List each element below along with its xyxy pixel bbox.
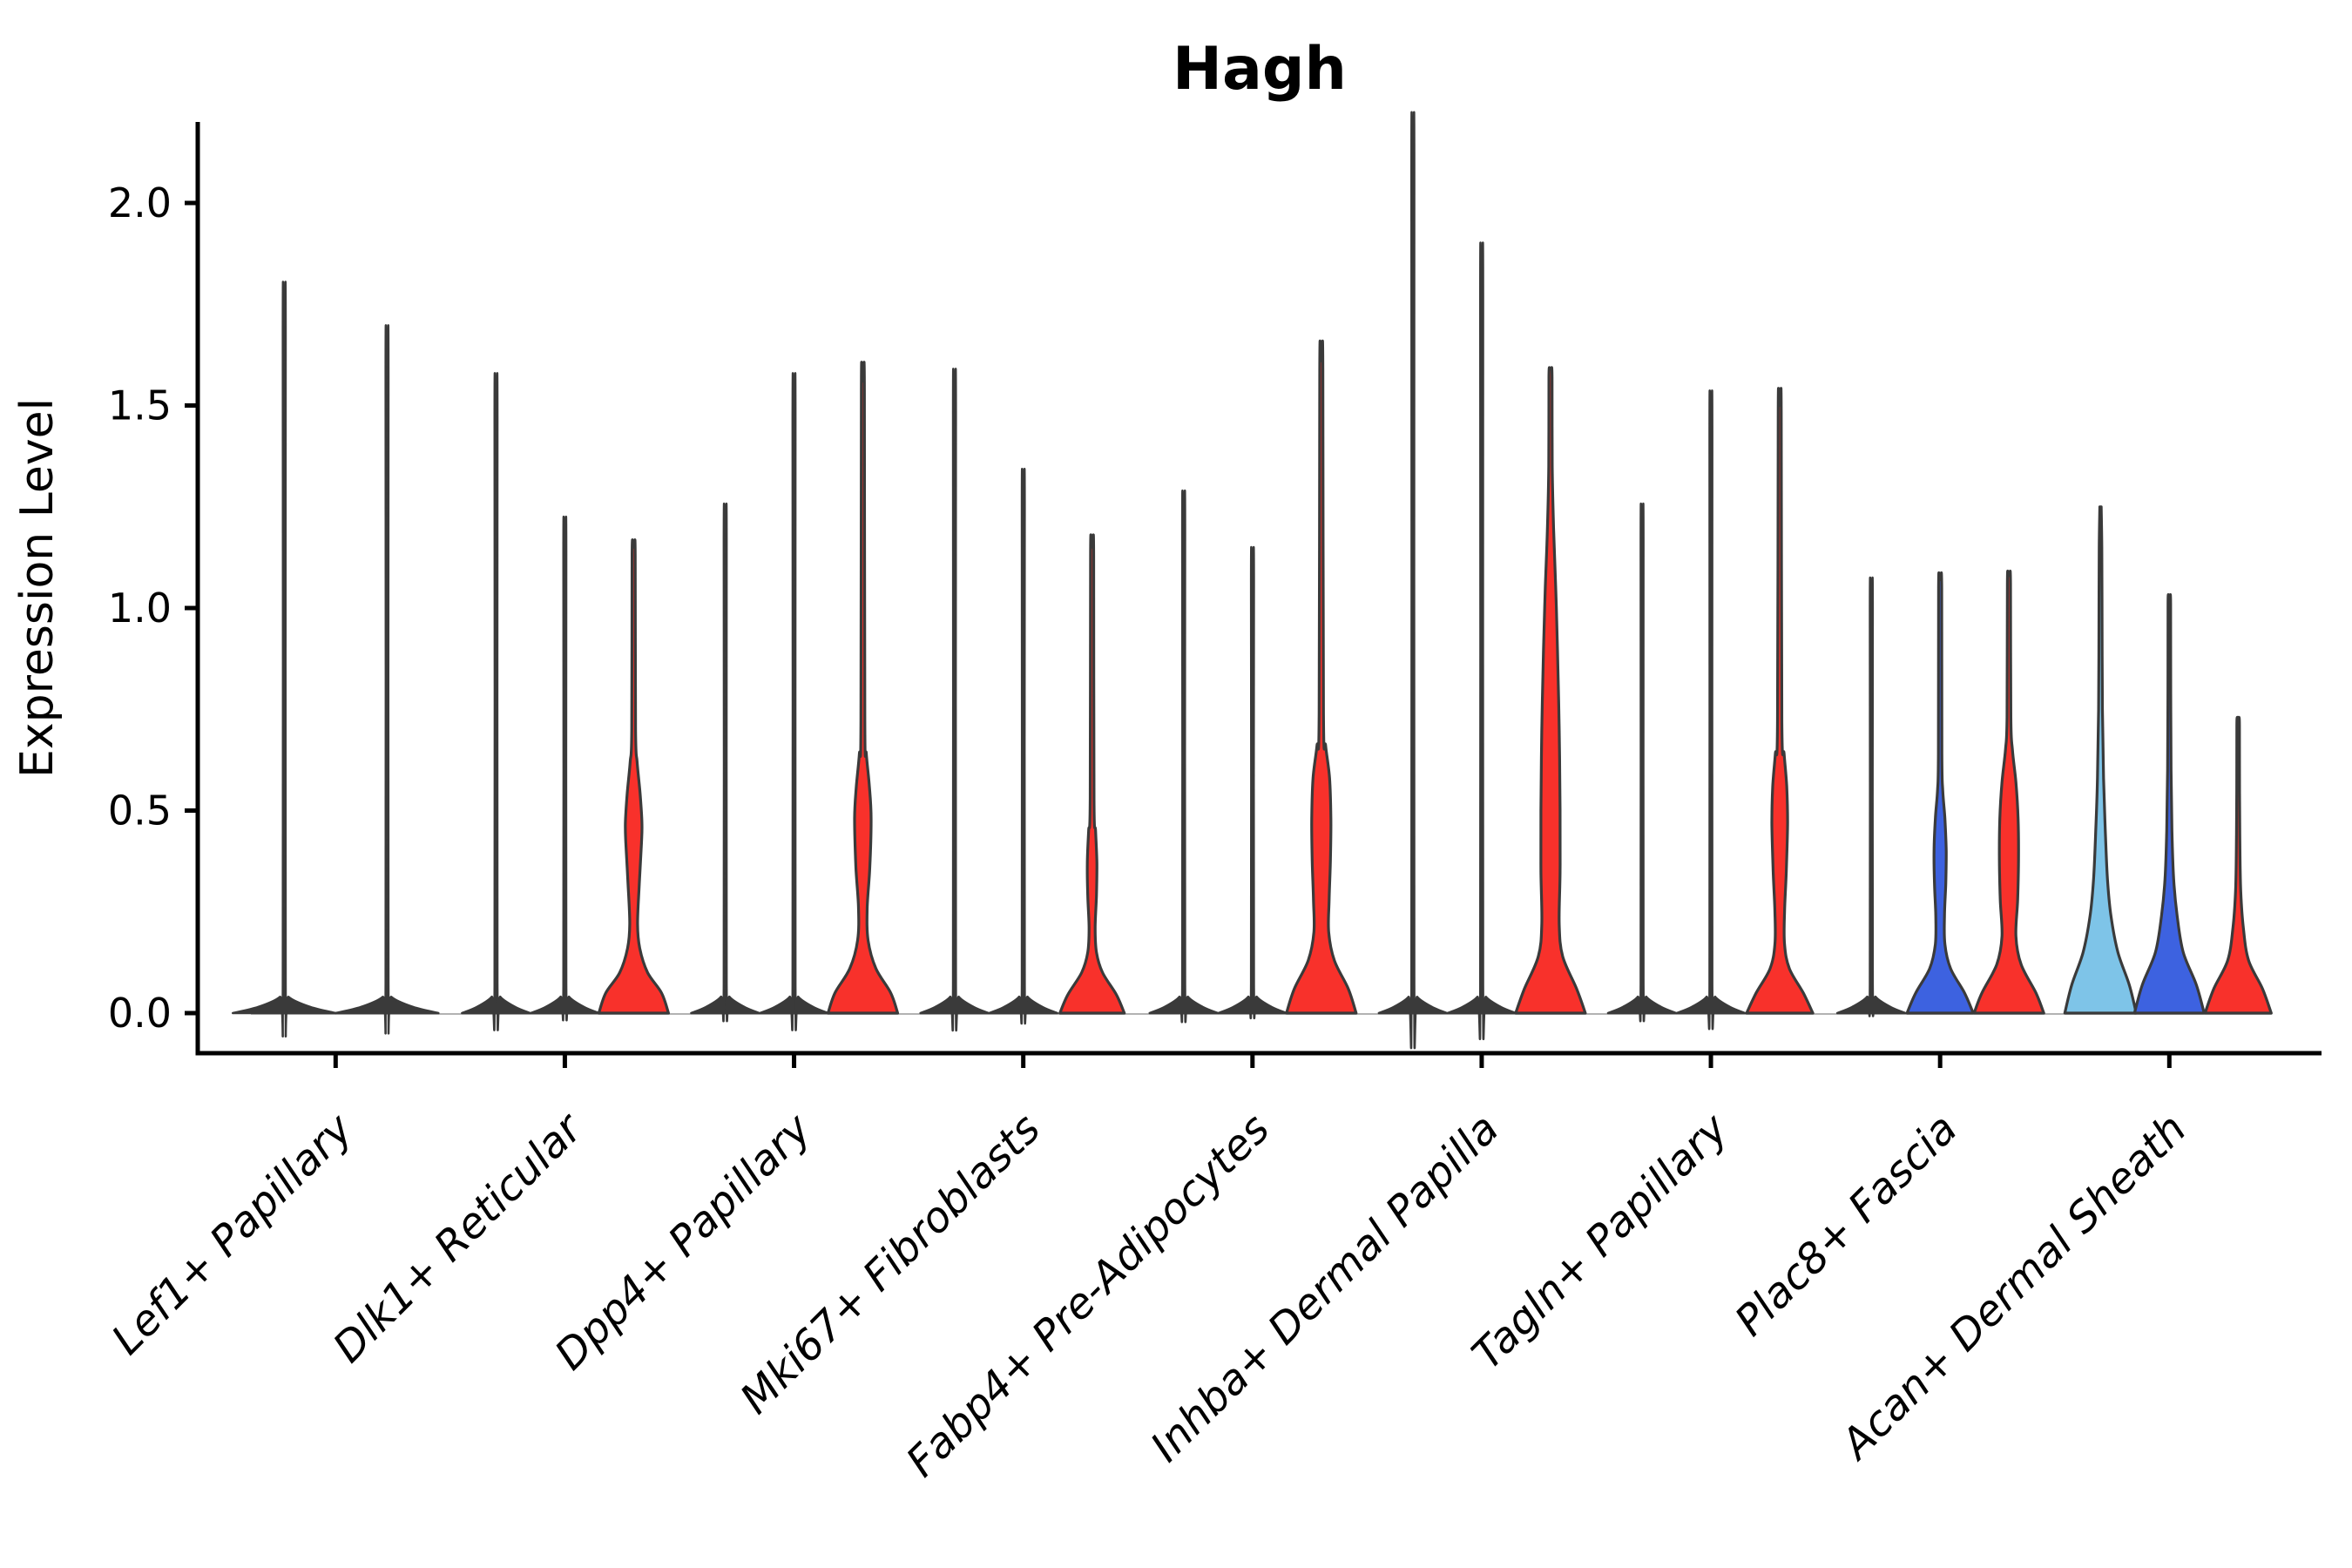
violin-acan-dermal-sheath-group3 <box>2203 715 2273 1015</box>
violin-plac8-fascia-group1 <box>1835 576 1907 1017</box>
y-tick-label: 0.0 <box>108 990 172 1037</box>
violin-tagln-papillary-group3 <box>1745 387 1815 1015</box>
violin-dlk1-reticular-group2 <box>530 516 600 1022</box>
x-tick-label-lef1-papillary: Lef1+ Papillary <box>103 1104 363 1364</box>
violin-acan-dermal-sheath-group1 <box>2063 505 2138 1015</box>
violin-mki67-fibroblasts-group2 <box>988 467 1058 1025</box>
x-tick-label-tagln-papillary: Tagln+ Papillary <box>1463 1104 1738 1379</box>
violin-inhba-dermal-papilla-group2 <box>1446 241 1517 1041</box>
violin-dlk1-reticular-group1 <box>461 372 531 1031</box>
x-tick-label-dpp4-papillary: Dpp4+ Papillary <box>545 1104 821 1379</box>
violins-layer <box>232 111 2273 1050</box>
violin-lef1-papillary-group1 <box>232 280 337 1037</box>
plot-title: Hagh <box>1173 35 1347 104</box>
y-tick-label: 2.0 <box>108 179 172 226</box>
y-tick-label: 0.5 <box>108 787 172 835</box>
violin-dpp4-papillary-group2 <box>759 372 829 1031</box>
violin-tagln-papillary-group2 <box>1675 389 1747 1031</box>
violin-acan-dermal-sheath-group2 <box>2132 592 2206 1015</box>
y-tick-label: 1.0 <box>108 585 172 632</box>
violin-plac8-fascia-group3 <box>1972 570 2045 1015</box>
violin-mki67-fibroblasts-group3 <box>1058 533 1126 1015</box>
violin-mki67-fibroblasts-group1 <box>919 368 990 1032</box>
violin-fabp4-pre-adipocytes-group2 <box>1217 545 1288 1020</box>
x-tick-label-fabp4-pre-adipocytes: Fabp4+ Pre-Adipocytes <box>897 1105 1280 1487</box>
violin-lef1-papillary-group3 <box>335 324 440 1035</box>
violin-fabp4-pre-adipocytes-group3 <box>1285 339 1358 1015</box>
violin-dlk1-reticular-group3 <box>597 538 670 1015</box>
violin-dpp4-papillary-group3 <box>826 361 900 1015</box>
violin-inhba-dermal-papilla-group3 <box>1514 366 1587 1015</box>
axes-layer: 0.0 0.5 1.0 1.5 2.0 <box>108 122 2322 1068</box>
violin-plac8-fascia-group2 <box>1905 571 1975 1015</box>
x-tick-label-dlk1-reticular: Dlk1+ Reticular <box>324 1103 594 1373</box>
violin-dpp4-papillary-group1 <box>690 503 760 1023</box>
violin-tagln-papillary-group1 <box>1606 503 1678 1023</box>
y-axis-label: Expression Level <box>11 398 64 778</box>
x-tick-label-plac8-fascia: Plac8+ Fascia <box>1726 1105 1967 1346</box>
violin-fabp4-pre-adipocytes-group1 <box>1148 489 1220 1024</box>
y-tick-label: 1.5 <box>108 382 172 429</box>
violin-inhba-dermal-papilla-group1 <box>1377 111 1449 1050</box>
